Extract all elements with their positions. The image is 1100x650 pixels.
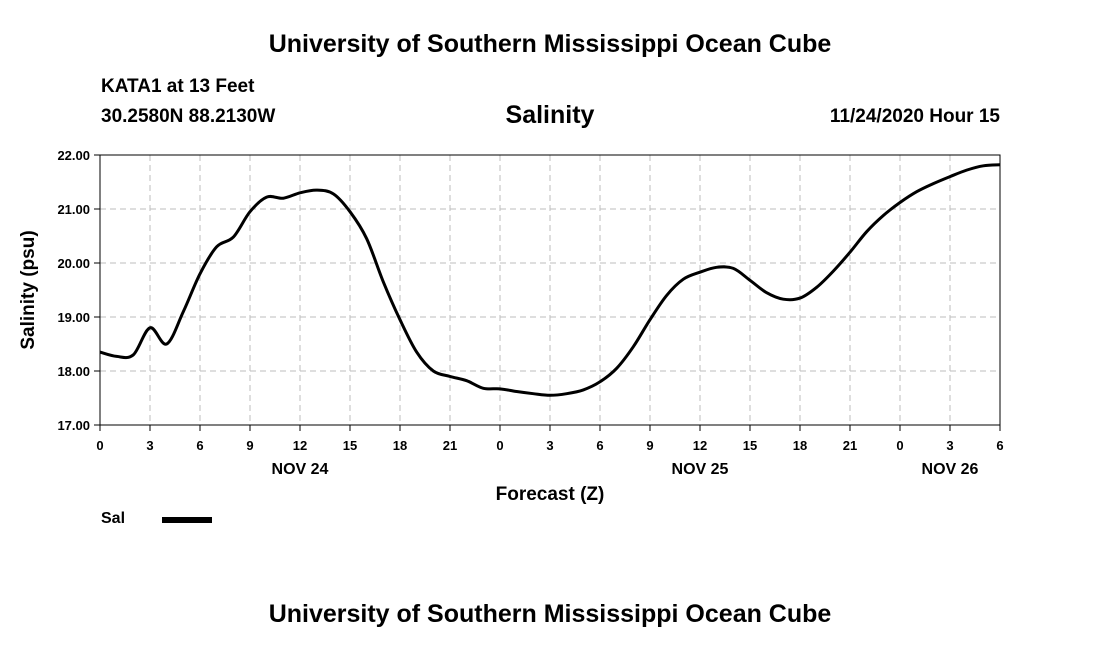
x-tick-label: 15	[743, 438, 757, 453]
coordinates-label: 30.2580N 88.2130W	[101, 106, 276, 127]
day-label: NOV 26	[922, 461, 979, 478]
x-tick-label: 0	[496, 438, 503, 453]
x-tick-label: 3	[546, 438, 553, 453]
legend-swatch-sal	[162, 517, 212, 523]
day-label: NOV 25	[672, 461, 729, 478]
x-tick-label: 0	[896, 438, 903, 453]
x-tick-label: 3	[146, 438, 153, 453]
x-tick-label: 21	[843, 438, 857, 453]
y-tick-label: 17.00	[57, 418, 90, 433]
axis-labels: 17.00 18.00 19.00 20.00 21.00 22.00 0 3 6 9 12 15 18…	[18, 148, 1004, 505]
x-tick-label: 9	[246, 438, 253, 453]
x-tick-label: 3	[946, 438, 953, 453]
footer-title: University of Southern Mississippi Ocean…	[268, 600, 832, 628]
x-tick-label: 12	[293, 438, 307, 453]
x-tick-label: 6	[596, 438, 603, 453]
station-label: KATA1 at 13 Feet	[101, 76, 255, 97]
x-tick-label: 0	[96, 438, 103, 453]
y-tick-label: 19.00	[57, 310, 90, 325]
x-tick-label: 12	[693, 438, 707, 453]
page-title: University of Southern Mississippi Ocean…	[268, 30, 832, 58]
day-label: NOV 24	[272, 461, 329, 478]
forecast-datestamp: 11/24/2020 Hour 15	[829, 106, 1000, 127]
x-tick-label: 6	[196, 438, 203, 453]
y-axis-label: Salinity (psu)	[18, 230, 39, 349]
x-tick-label: 21	[443, 438, 457, 453]
y-tick-label: 21.00	[57, 202, 90, 217]
grid-lines	[100, 155, 1000, 425]
y-tick-label: 22.00	[57, 148, 90, 163]
y-tick-label: 20.00	[57, 256, 90, 271]
y-tick-label: 18.00	[57, 364, 90, 379]
legend-label-sal: Sal	[101, 510, 126, 527]
x-axis-label: Forecast (Z)	[496, 484, 605, 505]
x-tick-label: 18	[793, 438, 807, 453]
x-tick-label: 18	[393, 438, 407, 453]
x-tick-label: 9	[646, 438, 653, 453]
series-line-sal	[99, 163, 1001, 397]
series-layer	[99, 163, 1001, 397]
plot-frame	[99, 154, 1001, 426]
x-tick-label: 15	[343, 438, 357, 453]
axes	[94, 154, 1001, 431]
chart-title: Salinity	[505, 101, 595, 129]
x-tick-label: 6	[996, 438, 1003, 453]
